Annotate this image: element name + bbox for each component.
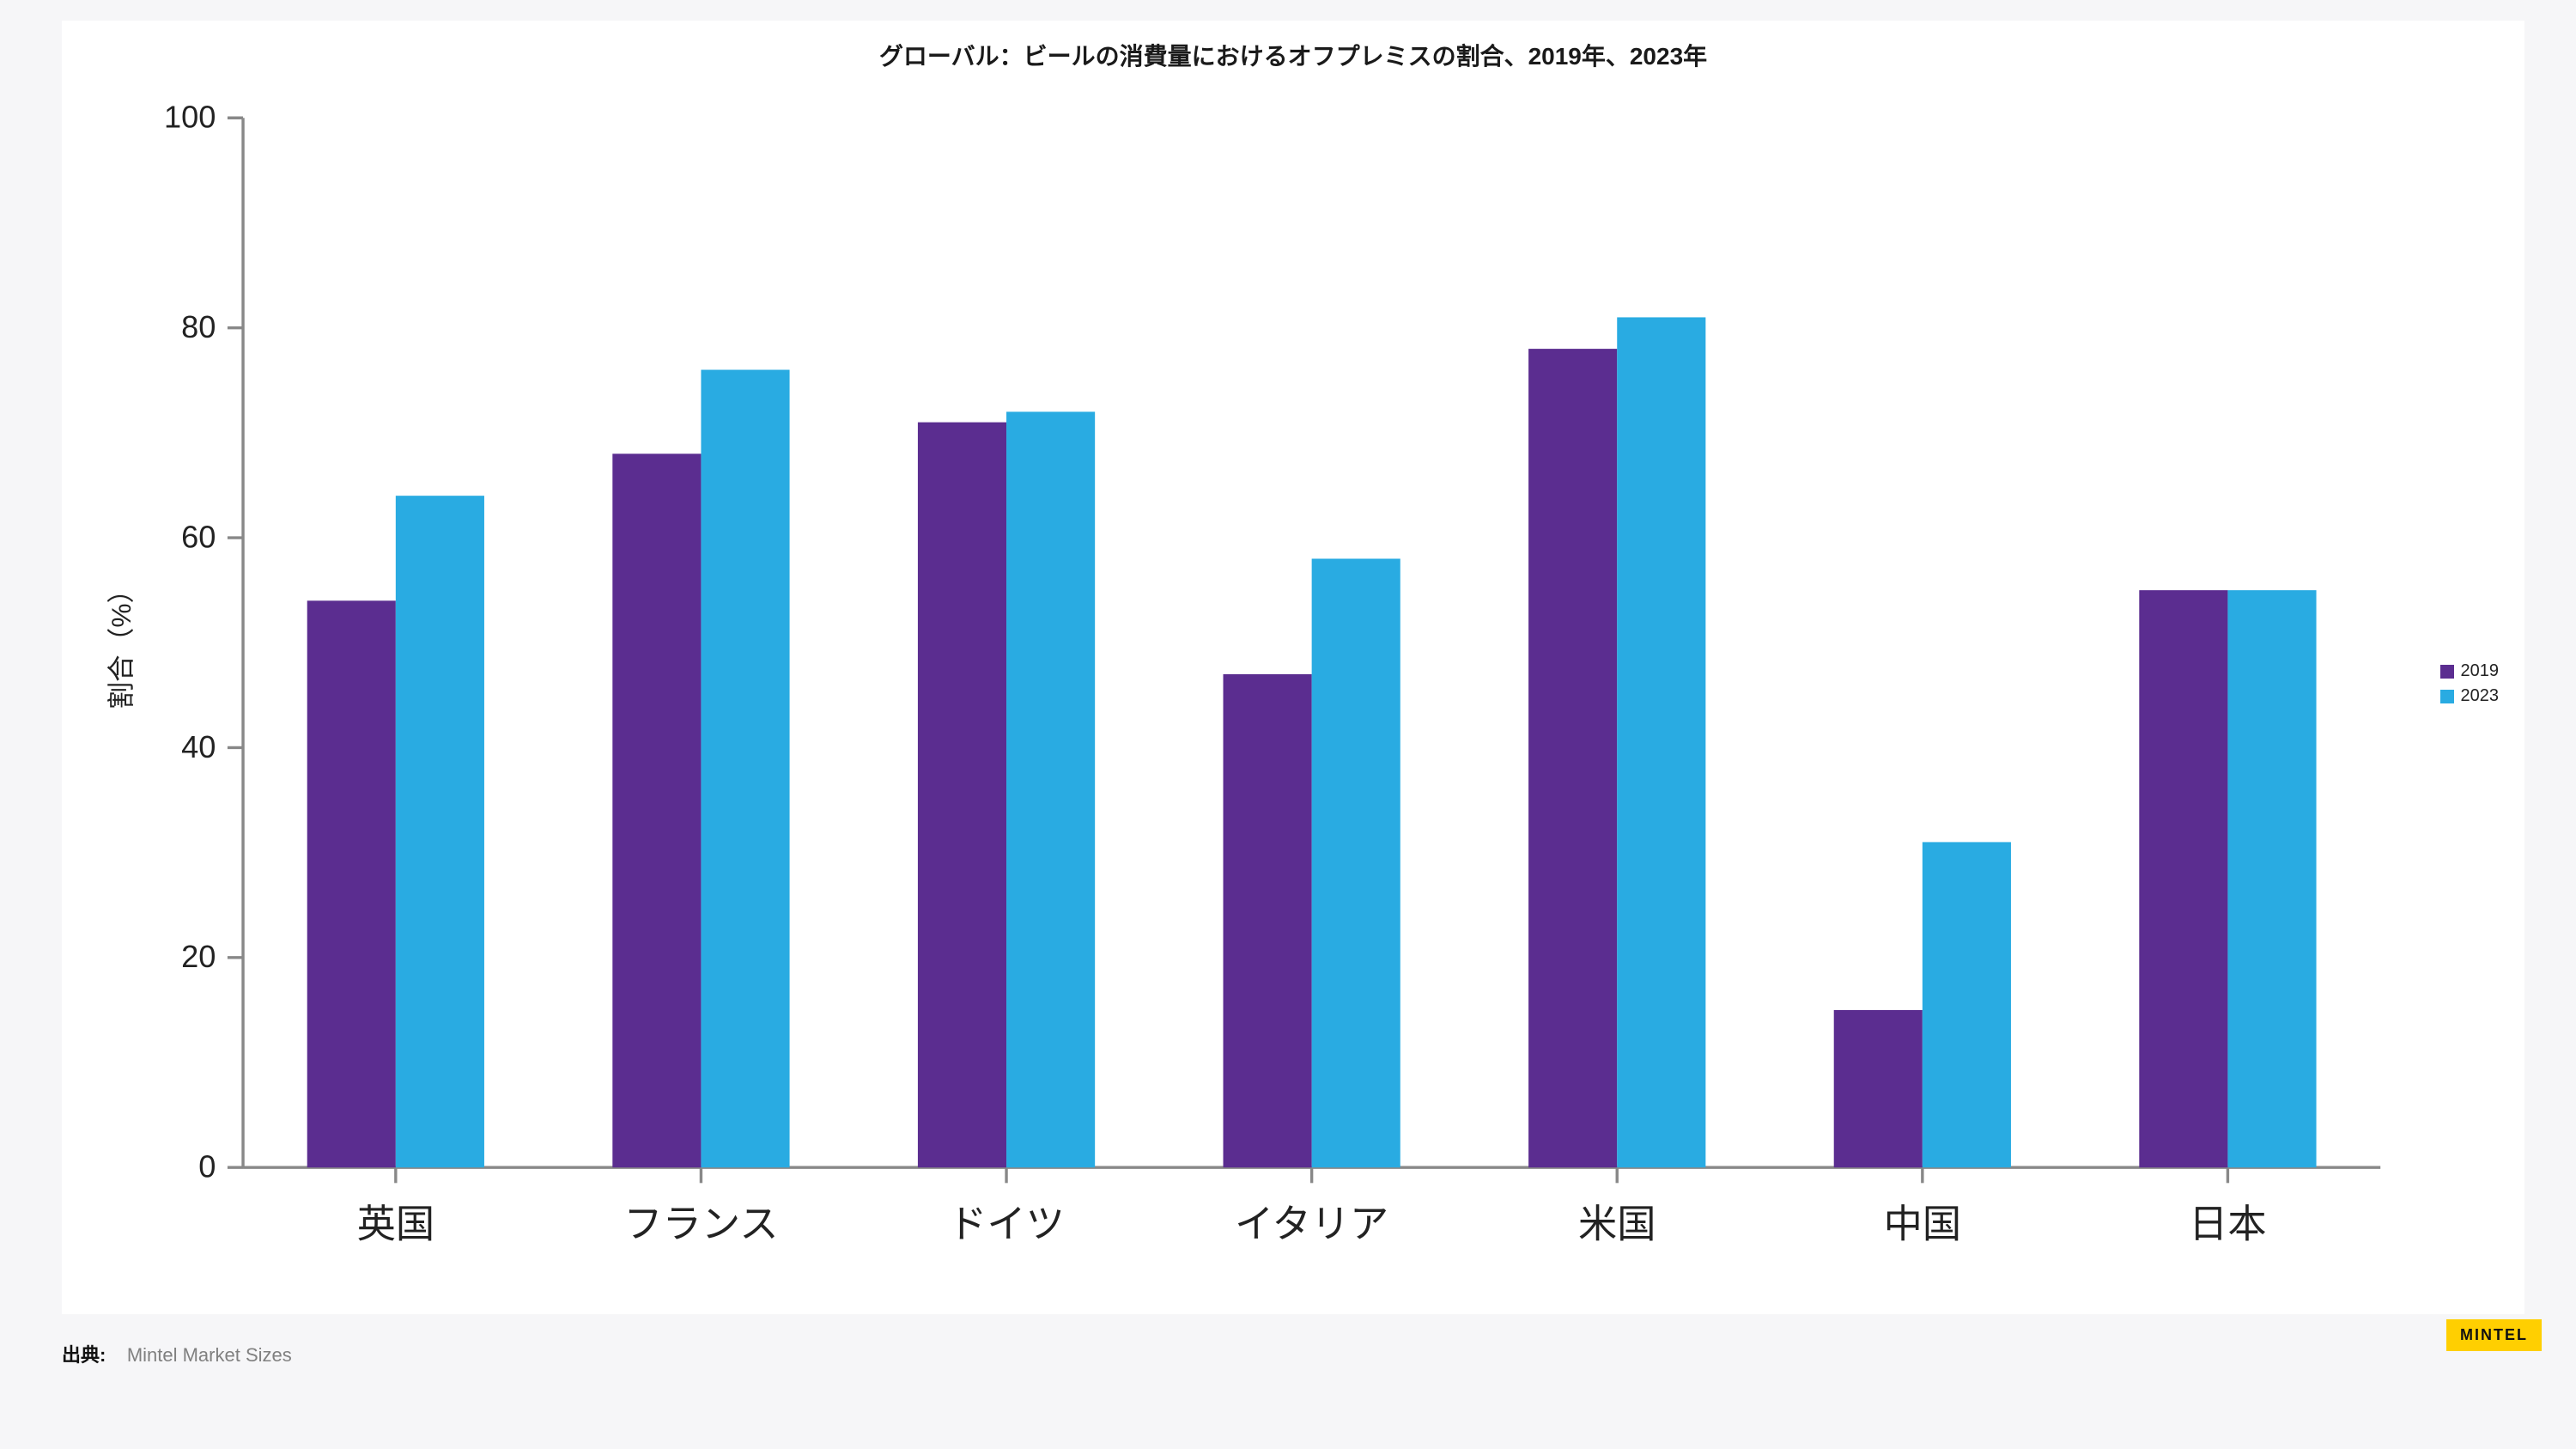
svg-text:80: 80 xyxy=(181,309,216,344)
svg-text:割合（%）: 割合（%） xyxy=(106,576,137,709)
svg-text:60: 60 xyxy=(181,519,216,554)
legend-swatch xyxy=(2440,665,2454,679)
svg-text:100: 100 xyxy=(164,100,216,135)
svg-text:20: 20 xyxy=(181,939,216,974)
chart-body: 0 20 40 60 80 100 割合（%） 英国 フランス ドイツ イタリア 米国 中国 日本 201… xyxy=(88,79,2499,1288)
page-root: グローバル：ビールの消費量におけるオフプレミスの割合、2019年、2023年 0… xyxy=(0,0,2576,1449)
svg-text:0: 0 xyxy=(198,1149,216,1184)
chart-plot-area: 0 20 40 60 80 100 割合（%） 英国 フランス ドイツ イタリア 米国 中国 日本 xyxy=(88,79,2420,1288)
svg-text:米国: 米国 xyxy=(1578,1202,1656,1246)
source-label: 出典: xyxy=(62,1344,106,1366)
source-footer: 出典: Mintel Market Sizes xyxy=(62,1340,2576,1393)
brand-badge: MINTEL xyxy=(2446,1319,2542,1351)
bar-chart-svg: 0 20 40 60 80 100 割合（%） 英国 フランス ドイツ イタリア 米国 中国 日本 xyxy=(88,79,2420,1284)
svg-text:フランス: フランス xyxy=(623,1202,778,1246)
legend-item: 2023 xyxy=(2440,686,2500,706)
chart-legend: 2019 2023 xyxy=(2420,656,2500,711)
source-value: Mintel Market Sizes xyxy=(127,1344,292,1366)
svg-text:中国: 中国 xyxy=(1884,1202,1962,1246)
svg-text:40: 40 xyxy=(181,729,216,764)
legend-label: 2019 xyxy=(2461,661,2500,681)
svg-text:英国: 英国 xyxy=(357,1202,435,1246)
legend-label: 2023 xyxy=(2461,686,2500,706)
legend-swatch xyxy=(2440,690,2454,703)
svg-text:イタリア: イタリア xyxy=(1235,1202,1388,1246)
svg-text:ドイツ: ドイツ xyxy=(948,1202,1065,1246)
svg-text:日本: 日本 xyxy=(2189,1202,2267,1246)
chart-card: グローバル：ビールの消費量におけるオフプレミスの割合、2019年、2023年 0… xyxy=(62,21,2524,1314)
chart-title: グローバル：ビールの消費量におけるオフプレミスの割合、2019年、2023年 xyxy=(88,38,2499,72)
legend-item: 2019 xyxy=(2440,661,2500,681)
